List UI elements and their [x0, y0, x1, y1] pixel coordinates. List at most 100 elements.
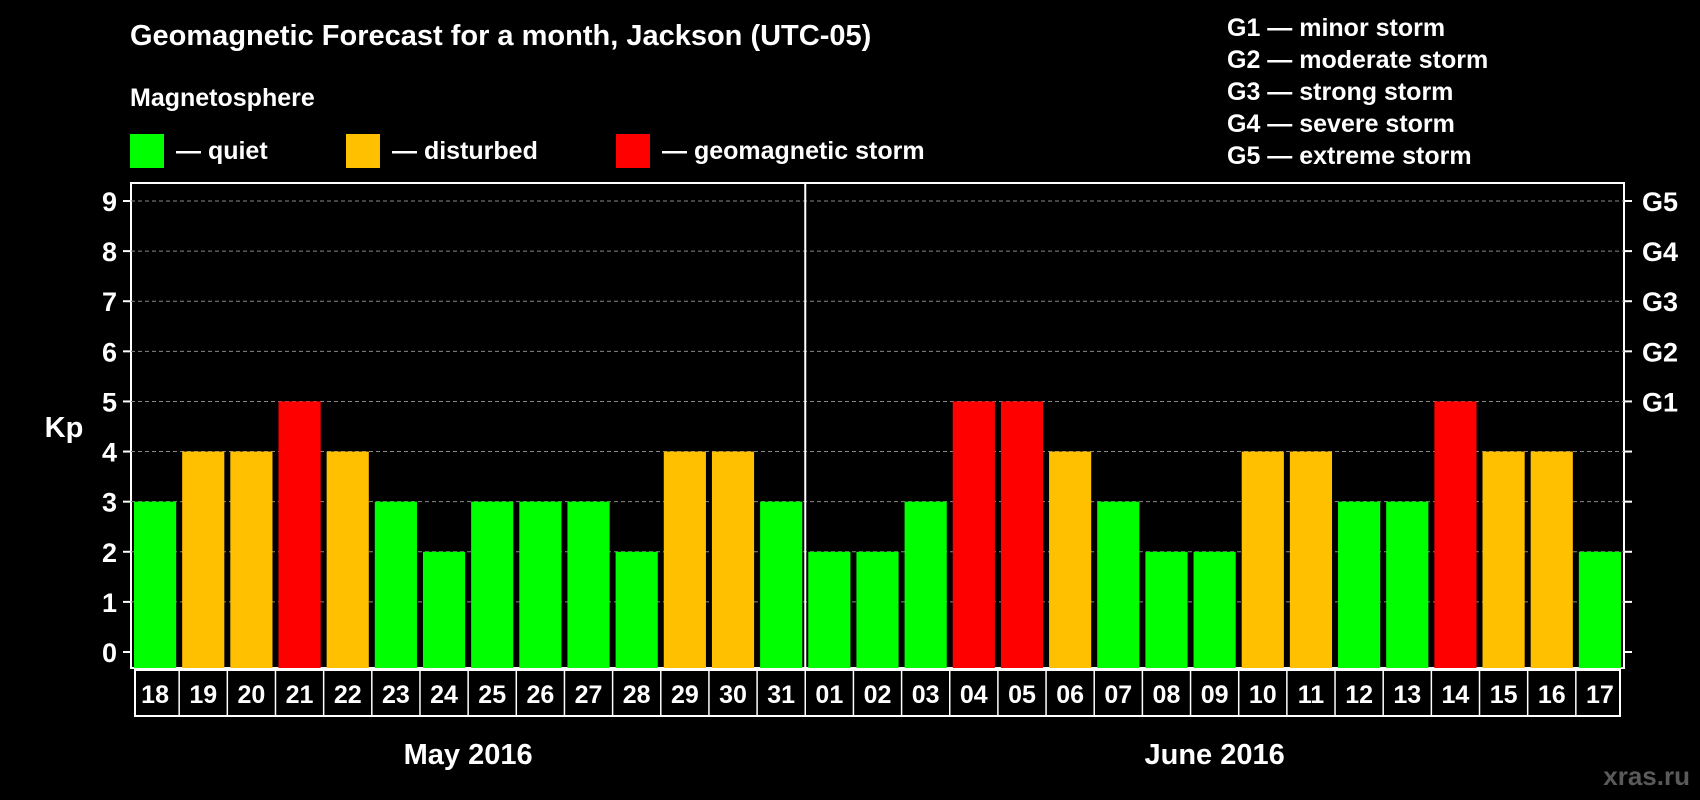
- bar-12: [1338, 501, 1381, 668]
- bar-18: [134, 501, 177, 668]
- date-label-13: 13: [1393, 681, 1421, 709]
- bar-19: [182, 451, 225, 668]
- date-label-04: 04: [960, 681, 988, 709]
- date-label-03: 03: [912, 681, 940, 709]
- bar-13: [1386, 501, 1429, 668]
- y-tick-label-5: 5: [102, 387, 117, 417]
- y-tick-label-6: 6: [102, 337, 117, 367]
- bar-26: [519, 501, 562, 668]
- date-label-24: 24: [430, 681, 458, 709]
- date-label-21: 21: [286, 681, 314, 709]
- date-label-26: 26: [526, 681, 554, 709]
- date-label-17: 17: [1586, 681, 1614, 709]
- date-label-15: 15: [1490, 681, 1518, 709]
- g-level-3: G3 — strong storm: [1227, 78, 1454, 106]
- bar-04: [952, 401, 995, 668]
- bar-07: [1097, 501, 1140, 668]
- bar-23: [374, 501, 417, 668]
- right-tick-label-G1: G1: [1642, 387, 1678, 417]
- g-level-5: G5 — extreme storm: [1227, 142, 1472, 170]
- date-label-05: 05: [1008, 681, 1036, 709]
- month-label-1: June 2016: [1144, 739, 1284, 771]
- legend-title: Magnetosphere: [130, 84, 315, 112]
- date-label-23: 23: [382, 681, 410, 709]
- bar-25: [471, 501, 514, 668]
- y-tick-label-9: 9: [102, 187, 117, 217]
- y-tick-label-2: 2: [102, 538, 117, 568]
- bar-05: [1000, 401, 1044, 668]
- bar-14: [1434, 401, 1477, 668]
- legend-swatch-storm: [616, 134, 650, 168]
- g-level-4: G4 — severe storm: [1227, 110, 1455, 138]
- date-label-12: 12: [1345, 681, 1373, 709]
- bar-30: [711, 451, 755, 668]
- bar-15: [1482, 451, 1525, 668]
- bar-10: [1241, 451, 1284, 668]
- date-label-18: 18: [141, 681, 169, 709]
- bar-22: [326, 451, 369, 668]
- legend-label-disturbed: — disturbed: [392, 136, 538, 165]
- date-label-01: 01: [815, 681, 843, 709]
- bar-20: [230, 451, 273, 668]
- date-labels-frame: [134, 669, 1621, 717]
- right-tick-label-G5: G5: [1642, 187, 1678, 217]
- date-label-30: 30: [719, 681, 747, 709]
- date-label-16: 16: [1538, 681, 1566, 709]
- date-label-11: 11: [1298, 681, 1325, 709]
- g-level-1: G1 — minor storm: [1227, 14, 1446, 42]
- bar-28: [615, 551, 658, 668]
- date-label-08: 08: [1153, 681, 1181, 709]
- bar-11: [1289, 451, 1333, 668]
- legend-quiet: — quiet: [130, 134, 268, 168]
- date-label-10: 10: [1249, 681, 1277, 709]
- date-label-20: 20: [237, 681, 265, 709]
- date-label-07: 07: [1104, 681, 1132, 709]
- date-label-31: 31: [767, 681, 795, 709]
- y-tick-label-0: 0: [102, 638, 117, 668]
- bar-27: [567, 501, 610, 668]
- date-label-29: 29: [671, 681, 699, 709]
- g-level-2: G2 — moderate storm: [1227, 46, 1489, 74]
- g-levels-list: G1 — minor storm G2 — moderate storm G3 …: [1227, 12, 1488, 172]
- bar-09: [1193, 551, 1236, 668]
- bar-01: [808, 551, 851, 668]
- date-label-06: 06: [1056, 681, 1084, 709]
- bar-16: [1530, 451, 1573, 668]
- date-label-25: 25: [478, 681, 506, 709]
- y-tick-label-1: 1: [102, 588, 117, 618]
- bar-03: [904, 501, 947, 668]
- legend-label-storm: — geomagnetic storm: [662, 136, 925, 165]
- date-label-27: 27: [575, 681, 603, 709]
- right-tick-label-G2: G2: [1642, 337, 1678, 367]
- date-label-02: 02: [864, 681, 892, 709]
- date-label-22: 22: [334, 681, 362, 709]
- bar-08: [1145, 551, 1188, 668]
- bar-21: [278, 401, 321, 668]
- right-tick-label-G4: G4: [1642, 237, 1678, 267]
- chart-title: Geomagnetic Forecast for a month, Jackso…: [130, 20, 872, 52]
- date-label-19: 19: [189, 681, 217, 709]
- y-axis-label: Kp: [45, 412, 84, 444]
- bar-06: [1049, 451, 1092, 668]
- y-tick-label-8: 8: [102, 237, 117, 267]
- date-label-09: 09: [1201, 681, 1229, 709]
- bar-31: [760, 501, 803, 668]
- legend-swatch-disturbed: [346, 134, 380, 168]
- bar-24: [422, 551, 466, 668]
- legend-label-quiet: — quiet: [176, 136, 268, 165]
- right-tick-label-G3: G3: [1642, 287, 1678, 317]
- legend-storm: — geomagnetic storm: [616, 134, 925, 168]
- y-tick-label-7: 7: [102, 287, 117, 317]
- legend-swatch-quiet: [130, 134, 164, 168]
- date-label-14: 14: [1442, 681, 1470, 709]
- month-label-0: May 2016: [404, 739, 533, 771]
- watermark: xras.ru: [1603, 761, 1690, 791]
- y-tick-label-3: 3: [102, 488, 117, 518]
- bar-17: [1578, 551, 1621, 668]
- bar-02: [856, 551, 899, 668]
- y-tick-label-4: 4: [102, 438, 117, 468]
- legend-disturbed: — disturbed: [346, 134, 538, 168]
- date-label-28: 28: [623, 681, 651, 709]
- bar-29: [663, 451, 706, 668]
